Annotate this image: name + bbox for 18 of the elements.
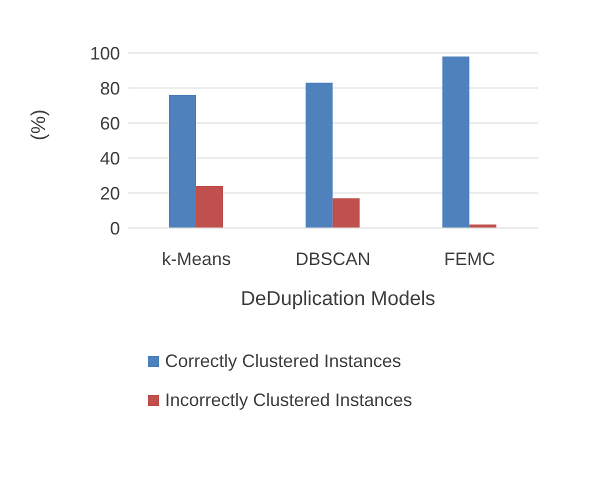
legend-label: Correctly Clustered Instances <box>165 351 402 372</box>
y-axis-title: (%) <box>28 109 50 140</box>
bar <box>196 186 223 228</box>
y-tick-label: 0 <box>110 218 120 238</box>
bar <box>332 198 360 228</box>
x-axis-title: DeDuplication Models <box>240 288 436 311</box>
bar <box>169 95 196 228</box>
legend-label: Incorrectly Clustered Instances <box>165 390 412 411</box>
bar <box>306 82 333 228</box>
x-tick-label: k-Means <box>162 248 231 269</box>
bar <box>442 56 470 228</box>
y-tick-label: 100 <box>90 43 120 64</box>
y-tick-label: 60 <box>100 113 120 134</box>
y-tick-label: 80 <box>100 78 120 98</box>
x-tick-label: FEMC <box>444 248 496 269</box>
y-tick-label: 20 <box>100 183 120 204</box>
x-tick-label: DBSCAN <box>295 248 371 269</box>
y-tick-label: 40 <box>100 148 120 168</box>
